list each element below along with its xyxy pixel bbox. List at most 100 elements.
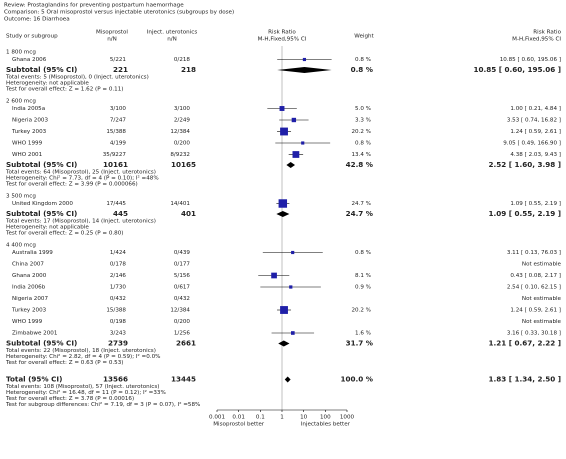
study-name: WHO 2001 [12,152,43,158]
risk-ratio: Not estimable [522,262,562,268]
study-name: WHO 1999 [12,319,43,325]
risk-ratio: 9.05 [ 0.49, 166.90 ] [503,141,561,147]
misoprostol-count: 2739 [108,339,128,348]
col-weight: Weight [354,34,374,40]
summary-diamond [284,376,291,383]
summary-diamond [276,211,290,217]
study-square [291,117,297,123]
col-rr: Risk Ratio [533,30,561,36]
group-title: 2 600 mcg [6,99,36,105]
injectables-count: 401 [181,209,196,218]
study-name: Nigeria 2007 [12,296,48,302]
col-rr-method: M-H,Fixed,95% CI [512,37,561,43]
risk-ratio: 4.38 [ 2.03, 9.43 ] [510,152,561,158]
injectables-count: 0/439 [174,250,191,256]
injectables-count: 14/401 [170,201,190,207]
injectables-count: 0/200 [174,319,191,325]
misoprostol-count: 1/730 [110,285,127,291]
subtotal-label: Subtotal (95% CI) [6,65,77,74]
risk-ratio: 2.54 [ 0.10, 62.15 ] [507,285,561,291]
note: Heterogeneity: Chi² = 2.82, df = 4 (P = … [6,353,160,360]
col-unit: n/N [107,37,117,43]
study-square [291,331,295,335]
injectables-count: 0/177 [174,262,191,268]
injectables-count: 0/218 [174,57,191,63]
study-square [289,285,293,289]
study-square [271,272,277,279]
risk-ratio: 2.52 [ 1.60, 3.98 ] [488,160,561,169]
injectables-count: 13445 [171,375,196,384]
x-tick-label: 10 [300,415,308,421]
study-name: India 2006b [12,285,46,291]
weight: 1.6 % [355,331,371,337]
risk-ratio: Not estimable [522,296,562,302]
weight: 20.2 % [351,308,371,314]
misoprostol-count: 17/445 [106,201,126,207]
misoprostol-count: 3/243 [110,331,127,337]
study-square [302,57,307,62]
weight: 0.8 % [355,57,371,63]
study-name: Ghana 2006 [12,57,47,63]
x-tick-label: 100 [320,415,331,421]
outcome: Outcome: 16 Diarrhoea [4,17,70,23]
weight: 42.8 % [346,160,373,169]
risk-ratio: 1.00 [ 0.21, 4.84 ] [510,106,561,112]
study-name: WHO 1999 [12,141,43,147]
injectables-count: 1/256 [174,331,191,337]
study-name: Turkey 2003 [11,308,47,314]
comparison: Comparison: 5 Oral misoprostol versus in… [4,10,234,16]
study-name: Nigeria 2003 [12,118,48,124]
risk-ratio: 10.85 [ 0.60, 195.06 ] [473,65,561,74]
note: Test for overall effect: Z = 1.62 (P = 0… [5,87,123,93]
risk-ratio: Not estimable [522,319,562,325]
subtotal-label: Subtotal (95% CI) [6,339,77,348]
study-name: United Kingdom 2000 [12,201,73,207]
misoprostol-count: 10161 [103,160,128,169]
study-square [301,141,305,145]
misoprostol-count: 4/199 [110,141,127,147]
note: Heterogeneity: Chi² = 7.73, df = 4 (P = … [6,175,159,182]
col-misoprostol: Misoprostol [96,30,128,36]
group-title: 4 400 mcg [6,243,36,249]
study-name: Ghana 2000 [12,273,47,279]
misoprostol-count: 0/198 [110,319,127,325]
injectables-count: 5/156 [174,273,191,279]
note: Heterogeneity: not applicable [6,81,89,87]
risk-ratio: 0.43 [ 0.08, 2.17 ] [510,273,561,279]
x-tick-label: 0.001 [209,415,225,421]
misoprostol-count: 221 [113,65,128,74]
risk-ratio: 1.21 [ 0.67, 2.22 ] [488,339,561,348]
x-tick-label: 0.1 [256,415,265,421]
note: Test for overall effect: Z = 3.99 (P = 0… [5,182,138,188]
misoprostol-count: 0/432 [110,296,126,302]
note: Total events: 64 (Misoprostol), 25 (Inje… [5,170,156,176]
risk-ratio: 3.53 [ 0.74, 16.82 ] [507,118,561,124]
injectables-count: 2661 [176,339,196,348]
misoprostol-count: 2/146 [110,273,127,279]
weight: 0.9 % [355,285,371,291]
col-study: Study or subgroup [6,34,58,40]
misoprostol-count: 15/388 [106,308,126,314]
col-plot: Risk Ratio [268,30,296,36]
risk-ratio: 1.09 [ 0.55, 2.19 ] [510,201,561,207]
injectables-count: 0/200 [174,141,191,147]
x-tick-label: 1000 [340,415,355,421]
injectables-count: 0/617 [174,285,191,291]
study-name: Turkey 2003 [11,129,47,135]
x-tick-label: 0.01 [232,415,245,421]
review: Review: Prostaglandins for preventing po… [4,3,184,9]
misoprostol-count: 5/221 [110,57,127,63]
risk-ratio: 1.83 [ 1.34, 2.50 ] [488,375,561,384]
injectables-count: 2/249 [174,118,191,124]
weight: 24.7 % [346,209,373,218]
group-title: 1 800 mcg [6,50,36,56]
weight: 13.4 % [351,152,371,158]
risk-ratio: 1.24 [ 0.59, 2.61 ] [510,308,561,314]
study-square [278,199,288,208]
study-name: India 2005a [12,106,45,112]
study-name: Australia 1999 [12,250,53,256]
misoprostol-count: 445 [113,209,128,218]
risk-ratio: 3.16 [ 0.33, 30.18 ] [507,331,561,337]
summary-diamond [278,340,290,347]
